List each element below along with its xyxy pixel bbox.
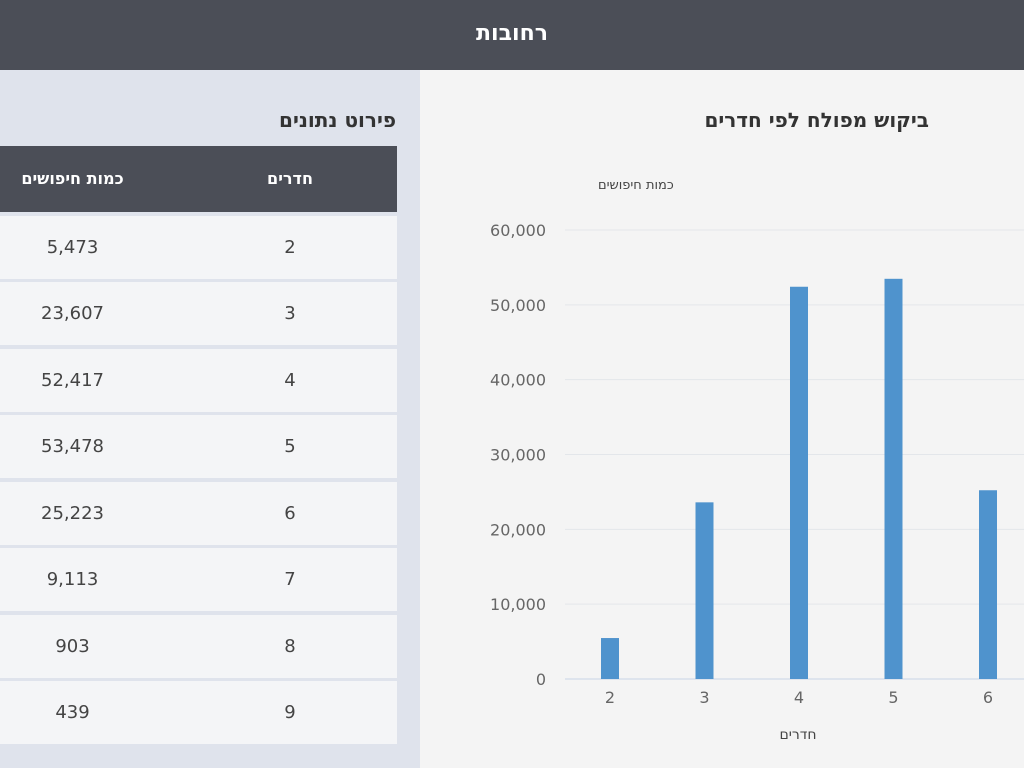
- table-body: 2 5,473 3 23,607 4 52,417 5 53,478 6 25,223 7 9,113…: [0, 215, 397, 744]
- y-tick-label: 0: [536, 670, 546, 689]
- bar-2: [601, 638, 619, 679]
- cell-rooms: 5: [284, 436, 296, 457]
- x-axis-title: חדרים: [779, 727, 816, 743]
- y-tick-label: 20,000: [490, 520, 546, 539]
- cell-searches: 53,478: [41, 436, 104, 457]
- cell-rooms: 3: [284, 303, 296, 324]
- table-row: 4 52,417: [0, 348, 397, 412]
- page-title: רחובות: [476, 21, 548, 46]
- data-breakdown-panel: פירוט נתונים חדרים כמות חיפושים 2 5,473 3 2…: [0, 70, 420, 768]
- table-header: חדרים כמות חיפושים: [0, 146, 397, 212]
- cell-searches: 52,417: [41, 369, 104, 391]
- x-tick-label: 4: [794, 688, 804, 707]
- cell-rooms: 6: [284, 502, 296, 524]
- cell-searches: 5,473: [46, 236, 99, 258]
- table-title: פירוט נתונים: [279, 108, 396, 132]
- bar-chart: 0 10,000 20,000 30,000 40,000 50,000 60,000 כמו…: [490, 178, 1024, 743]
- table-row: 5 53,478: [0, 415, 397, 478]
- cell-rooms: 4: [284, 369, 296, 391]
- table-row: 2 5,473: [0, 215, 397, 279]
- cell-rooms: 8: [284, 635, 296, 657]
- cell-searches: 23,607: [41, 303, 104, 324]
- x-tick-label: 2: [605, 688, 615, 707]
- chart-title: ביקוש מפולח לפי חדרים: [704, 108, 929, 132]
- y-tick-label: 10,000: [490, 595, 546, 614]
- column-header-rooms[interactable]: חדרים: [267, 169, 313, 188]
- cell-rooms: 9: [284, 702, 296, 723]
- column-header-searches[interactable]: כמות חיפושים: [21, 169, 124, 188]
- x-tick-label: 5: [888, 688, 898, 707]
- chart-panel: ביקוש מפולח לפי חדרים 0 10,000 20,000 30,00…: [420, 70, 1024, 768]
- x-tick-label: 6: [983, 688, 993, 707]
- top-bar: רחובות: [0, 0, 1024, 70]
- y-tick-label: 40,000: [490, 371, 546, 390]
- y-tick-label: 60,000: [490, 221, 546, 240]
- table-row: 7 9,113: [0, 548, 397, 611]
- table-row: 3 23,607: [0, 282, 397, 345]
- bar-5: [884, 278, 903, 679]
- cell-searches: 439: [55, 702, 90, 723]
- cell-rooms: 7: [284, 569, 296, 590]
- cell-searches: 25,223: [41, 502, 104, 524]
- table-row: 6 25,223: [0, 481, 397, 545]
- y-tick-label: 50,000: [490, 296, 546, 315]
- y-tick-label: 30,000: [490, 446, 546, 465]
- data-table: חדרים כמות חיפושים 2 5,473 3 23,607 4 52,417 5…: [0, 146, 397, 744]
- bar-3: [695, 502, 714, 679]
- table-row: 8 903: [0, 614, 397, 678]
- x-tick-label: 3: [699, 688, 709, 707]
- cell-rooms: 2: [284, 236, 296, 258]
- cell-searches: 903: [55, 635, 90, 657]
- cell-searches: 9,113: [46, 569, 99, 590]
- y-axis-title: כמות חיפושים: [598, 178, 674, 193]
- table-row: 9 439: [0, 681, 397, 744]
- bar-4: [790, 286, 808, 679]
- bar-6: [979, 490, 997, 679]
